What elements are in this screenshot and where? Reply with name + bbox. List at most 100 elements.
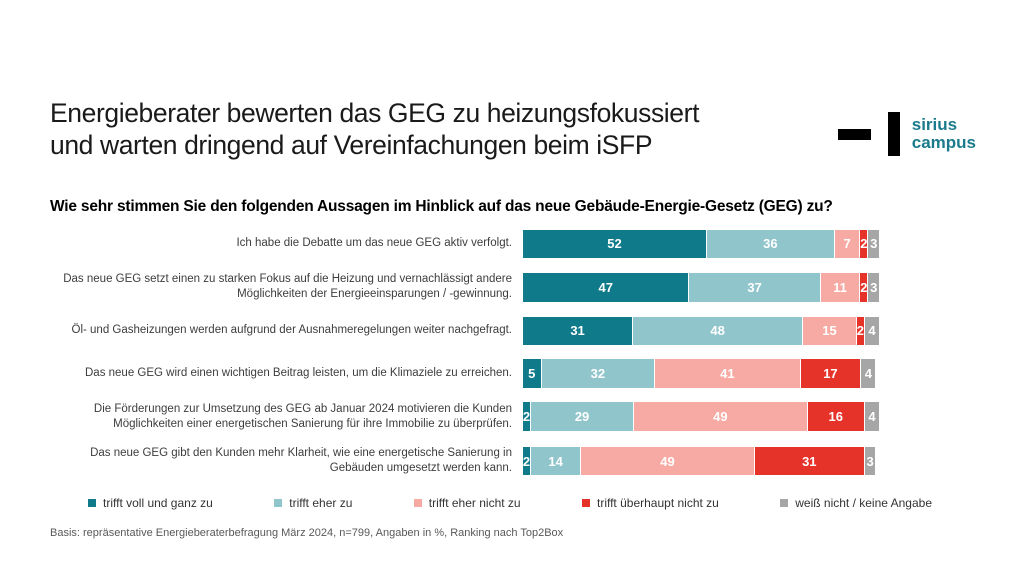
bar-segment: 2 [856, 316, 864, 345]
segment-value: 41 [720, 365, 735, 381]
legend-item: weiß nicht / keine Angabe [780, 496, 932, 510]
bar-segment: 32 [541, 359, 655, 388]
legend-item: trifft eher zu [274, 496, 352, 510]
legend-item: trifft voll und ganz zu [88, 496, 213, 510]
stacked-bar: 5 32 41 17 4 [523, 359, 876, 388]
segment-value: 29 [574, 409, 590, 425]
segment-value: 5 [528, 365, 536, 381]
segment-value: 15 [822, 323, 837, 339]
legend-swatch-icon [413, 499, 422, 508]
chart-legend: trifft voll und ganz zu trifft eher zu tri… [88, 496, 932, 510]
segment-value: 2 [860, 236, 868, 252]
stacked-bar-chart: Ich habe die Debatte um das neue GEG akt… [50, 229, 1024, 477]
legend-label: trifft überhaupt nicht zu [596, 496, 719, 511]
segment-value: 36 [763, 236, 778, 252]
logo-dash-icon [837, 128, 871, 140]
segment-value: 17 [823, 365, 838, 381]
segment-value: 32 [590, 365, 606, 381]
basis-note: Basis: repräsentative Energieberaterbefr… [50, 527, 564, 540]
legend-swatch-icon [88, 499, 96, 508]
row-label: Öl- und Gasheizungen werden aufgrund der… [71, 324, 513, 337]
segment-value: 52 [607, 236, 622, 252]
row-label: Das neue GEG wird einen wichtigen Beitra… [85, 366, 512, 379]
legend-item: trifft eher nicht zu [413, 496, 521, 511]
segment-value: 2 [522, 409, 531, 425]
segment-value: 11 [833, 279, 847, 295]
bar-segment: 2 [522, 446, 531, 476]
row-label: Das neue GEG gibt den Kunden mehr Klarhe… [90, 446, 512, 475]
segment-value: 3 [870, 236, 878, 252]
chart-row: Die Förderungen zur Umsetzung des GEG ab… [50, 402, 1024, 432]
chart-row: Öl- und Gasheizungen werden aufgrund der… [50, 316, 1024, 345]
bar-segment: 41 [655, 359, 800, 388]
logo-text: sirius campus [911, 114, 976, 153]
bar-segment: 11 [820, 273, 860, 302]
chart-row: Ich habe die Debatte um das neue GEG akt… [50, 229, 1024, 259]
segment-value: 4 [868, 409, 876, 425]
legend-label: trifft eher nicht zu [428, 496, 521, 511]
bar-segment: 2 [860, 273, 868, 302]
bar-segment: 17 [800, 359, 861, 388]
segment-value: 49 [660, 453, 675, 469]
legend-item: trifft überhaupt nicht zu [581, 496, 719, 511]
bar-segment: 48 [633, 316, 803, 345]
bar-segment: 52 [523, 229, 707, 259]
bar-segment: 3 [868, 229, 879, 259]
stacked-bar: 2 29 49 16 4 [523, 402, 879, 431]
bar-segment: 3 [868, 273, 879, 302]
legend-label: weiß nicht / keine Angabe [795, 496, 932, 511]
stacked-bar: 31 48 15 2 4 [523, 316, 879, 345]
bar-segment: 7 [834, 229, 860, 259]
bar-segment: 4 [864, 316, 879, 345]
slide-title-line1: Energieberater bewerten das GEG zu heizu… [50, 98, 700, 128]
segment-value: 4 [864, 365, 873, 381]
chart-row: Das neue GEG gibt den Kunden mehr Klarhe… [50, 446, 1024, 476]
bar-segment: 5 [523, 359, 541, 388]
bar-segment: 31 [523, 316, 633, 345]
bar-segment: 29 [531, 402, 634, 431]
segment-value: 2 [856, 323, 864, 339]
logo-text-line1: sirius [911, 114, 958, 134]
segment-value: 37 [747, 279, 762, 295]
bar-segment: 16 [807, 402, 864, 431]
row-label: Das neue GEG setzt einen zu starken Foku… [63, 273, 512, 301]
bar-segment: 37 [689, 273, 820, 302]
bar-segment: 4 [861, 359, 876, 388]
logo-bar-icon [887, 112, 900, 156]
legend-label: trifft voll und ganz zu [103, 496, 213, 511]
slide-header: Energieberater bewerten das GEG zu heizu… [0, 0, 1024, 162]
segment-value: 31 [802, 453, 817, 469]
bar-segment: 49 [634, 402, 807, 431]
chart-row: Das neue GEG wird einen wichtigen Beitra… [50, 359, 1024, 388]
row-label: Ich habe die Debatte um das neue GEG akt… [236, 237, 512, 250]
segment-value: 14 [548, 453, 563, 469]
bar-segment: 2 [523, 402, 530, 431]
segment-value: 2 [522, 453, 531, 469]
bar-segment: 49 [581, 446, 754, 476]
legend-swatch-icon [780, 499, 789, 508]
segment-value: 47 [598, 279, 613, 295]
segment-value: 16 [828, 409, 843, 425]
segment-value: 4 [868, 323, 876, 339]
bar-segment: 14 [531, 446, 581, 476]
segment-value: 48 [710, 323, 725, 339]
segment-value: 2 [860, 279, 868, 295]
bar-segment: 36 [707, 229, 834, 259]
bar-segment: 47 [523, 273, 689, 302]
legend-label: trifft eher zu [289, 496, 353, 511]
segment-value: 7 [843, 236, 851, 252]
segment-value: 49 [713, 409, 728, 425]
segment-value: 3 [870, 279, 878, 295]
stacked-bar: 52 36 7 2 3 [523, 229, 879, 259]
legend-swatch-icon [581, 499, 590, 508]
chart-row: Das neue GEG setzt einen zu starken Foku… [50, 272, 1024, 302]
bar-segment: 3 [864, 446, 876, 476]
stacked-bar: 47 37 11 2 3 [523, 273, 879, 302]
segment-value: 3 [866, 453, 874, 469]
legend-swatch-icon [274, 499, 283, 508]
stacked-bar: 2 14 49 31 3 [522, 446, 876, 476]
bar-segment: 2 [860, 229, 868, 259]
row-label: Die Förderungen zur Umsetzung des GEG ab… [93, 402, 512, 430]
logo-text-line2: campus [911, 133, 976, 152]
